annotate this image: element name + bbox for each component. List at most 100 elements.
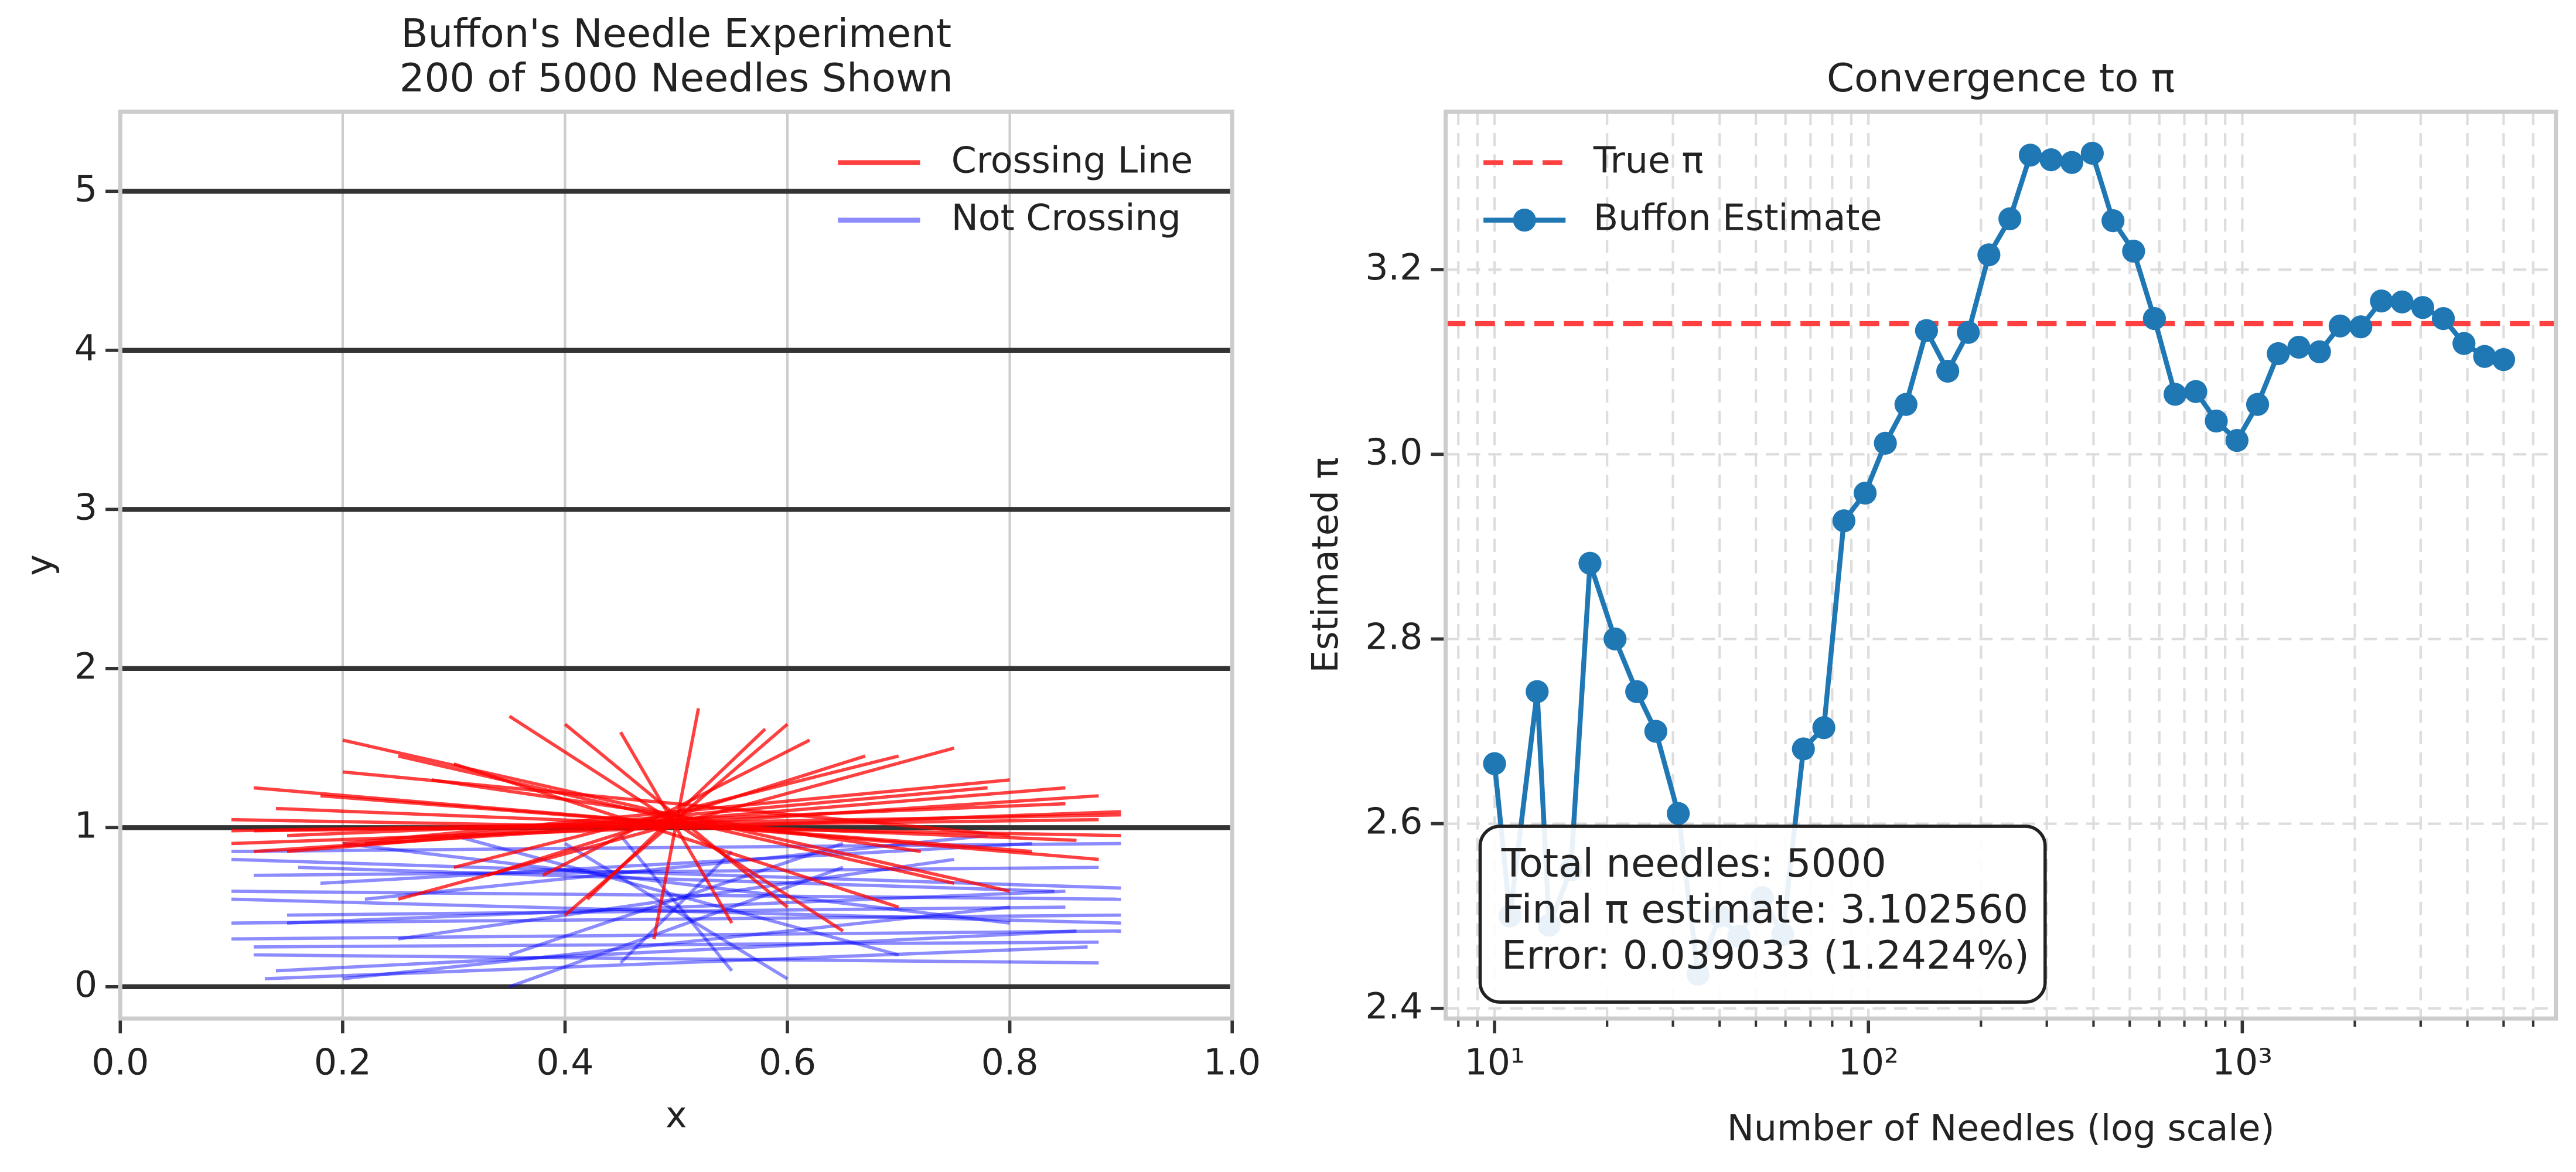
- data-point: [1526, 680, 1549, 703]
- y-tick-label: 2.8: [1365, 616, 1422, 658]
- y-tick-label: 3: [74, 486, 97, 528]
- x-tick-label: 0.8: [981, 1041, 1039, 1084]
- needle: [231, 841, 1121, 853]
- data-point: [1977, 243, 2001, 267]
- data-point: [2060, 151, 2084, 174]
- needle: [298, 866, 1055, 893]
- data-point: [1832, 509, 1856, 533]
- data-point: [2431, 306, 2455, 331]
- data-point: [2287, 335, 2311, 359]
- annotation-text: Error: 0.039033 (1.2424%): [1502, 932, 2029, 978]
- data-point: [2142, 306, 2166, 331]
- data-point: [2039, 148, 2063, 172]
- needle: [286, 890, 1066, 925]
- legend-label: Buffon Estimate: [1594, 197, 1882, 239]
- data-point: [2267, 342, 2290, 366]
- legend-label: Crossing Line: [951, 139, 1193, 182]
- data-point: [2018, 144, 2042, 167]
- legend-marker: [1513, 209, 1536, 232]
- needle: [509, 841, 844, 957]
- annotation-box: [1478, 825, 2047, 1004]
- data-point: [1936, 359, 1960, 383]
- needle: [231, 929, 1121, 941]
- y-axis-label: y: [18, 554, 60, 575]
- legend-label: Not Crossing: [951, 197, 1181, 239]
- data-point: [2122, 239, 2145, 263]
- needle: [231, 913, 1121, 925]
- y-tick-label: 2.4: [1365, 985, 1422, 1027]
- data-point: [2473, 345, 2496, 368]
- needle: [453, 762, 899, 909]
- data-point: [1625, 680, 1649, 703]
- axes-frame: [1444, 110, 2558, 1021]
- y-tick-label: 3.0: [1365, 431, 1422, 473]
- needle: [453, 834, 899, 957]
- needle: [264, 945, 1088, 981]
- needle: [275, 929, 1077, 973]
- data-point: [1603, 627, 1627, 651]
- annotation-text: Total needles: 5000: [1501, 840, 1886, 886]
- needle: [619, 850, 733, 965]
- data-point: [1915, 319, 1938, 342]
- data-point: [2328, 314, 2352, 338]
- needle: [254, 940, 1099, 949]
- data-point: [2225, 428, 2249, 452]
- x-axis-label: Number of Needles (log scale): [1727, 1107, 2275, 1149]
- x-tick-label: 0.0: [91, 1041, 149, 1084]
- needle: [231, 897, 1121, 925]
- data-point: [2164, 383, 2187, 406]
- needle: [431, 778, 922, 853]
- data-point: [2080, 141, 2104, 165]
- needle: [509, 866, 844, 989]
- data-point: [2308, 340, 2331, 363]
- x-tick-label: 1.0: [1203, 1041, 1261, 1084]
- x-tick-label: 10¹: [1464, 1041, 1524, 1084]
- data-point: [2205, 409, 2228, 433]
- data-point: [2349, 315, 2373, 339]
- needle: [342, 905, 1010, 981]
- data-point: [2411, 296, 2434, 319]
- data-point: [1667, 802, 1690, 825]
- needle: [619, 834, 733, 972]
- x-tick-label: 0.4: [536, 1041, 593, 1084]
- y-tick-label: 1: [74, 804, 97, 846]
- annotation-text: Final π estimate: 3.102560: [1502, 886, 2028, 932]
- needle: [286, 905, 1066, 917]
- x-tick-label: 0.2: [314, 1041, 371, 1084]
- needle: [342, 778, 1010, 846]
- data-point: [1792, 737, 1815, 761]
- y-tick-label: 2: [74, 645, 97, 687]
- y-tick-label: 5: [74, 168, 97, 210]
- x-tick-label: 10²: [1838, 1041, 1899, 1084]
- data-point: [2492, 348, 2516, 372]
- y-tick-label: 3.2: [1365, 246, 1422, 288]
- chart-title: Convergence to π: [1827, 55, 2175, 101]
- y-axis-label: Estimated π: [1304, 457, 1346, 673]
- x-tick-label: 10³: [2212, 1041, 2273, 1084]
- data-point: [1578, 551, 1602, 575]
- legend-label: True π: [1593, 139, 1704, 182]
- x-axis-label: x: [666, 1093, 687, 1136]
- needle: [542, 738, 811, 877]
- data-point: [1998, 207, 2022, 231]
- y-tick-label: 4: [74, 327, 97, 369]
- data-point: [1854, 481, 1877, 505]
- data-point: [2184, 380, 2207, 403]
- needle: [398, 857, 955, 941]
- x-tick-label: 0.6: [759, 1041, 816, 1084]
- chart-title: Buffon's Needle Experiment: [401, 11, 951, 56]
- data-point: [2452, 332, 2476, 355]
- needle: [564, 842, 789, 980]
- data-point: [2390, 290, 2414, 314]
- data-point: [2101, 209, 2125, 233]
- data-point: [1483, 752, 1506, 775]
- data-point: [1812, 716, 1835, 740]
- data-point: [1894, 393, 1918, 416]
- needle: [342, 841, 1010, 925]
- data-point: [1957, 321, 1980, 344]
- y-tick-label: 0: [74, 963, 97, 1006]
- data-point: [1644, 720, 1667, 743]
- chart-subtitle: 200 of 5000 Needles Shown: [400, 55, 953, 101]
